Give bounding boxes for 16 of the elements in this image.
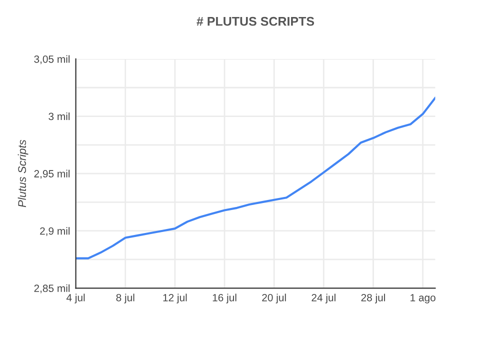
y-tick-label: 3 mil [48,112,70,120]
chart-title: # PLUTUS SCRIPTS [196,16,314,26]
x-tick-label: 20 jul [262,294,286,304]
x-tick-label: 4 jul [66,294,85,304]
x-tick-label: 1 ago [410,294,436,304]
y-tick-label: 3,05 mil [34,55,70,64]
x-tick-label: 16 jul [212,294,236,304]
y-tick-label: 2,85 mil [34,284,70,294]
y-tick-label: 2,9 mil [40,227,70,236]
line-series [76,96,436,260]
x-tick-label: 12 jul [163,294,187,304]
x-tick-label: 28 jul [361,294,385,304]
y-tick-label: 2,95 mil [34,170,70,179]
y-axis-title: Plutus Scripts [18,140,28,208]
x-tick-label: 24 jul [312,294,336,304]
x-tick-label: 8 jul [116,294,134,304]
